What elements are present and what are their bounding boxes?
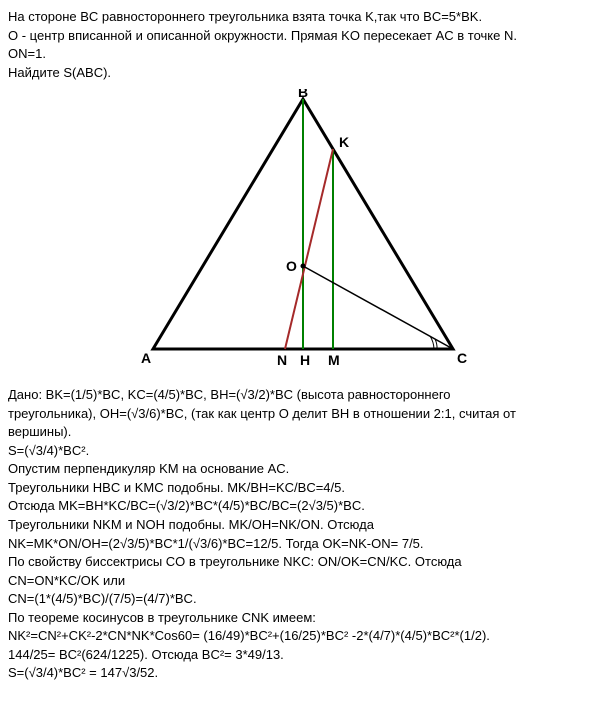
- problem-statement: На стороне BC равностороннего треугольни…: [8, 8, 608, 81]
- label-c: C: [457, 350, 467, 366]
- solution-line-7: Отсюда MK=BH*KC/BC=(√3/2)*BC*(4/5)*BC/BC…: [8, 497, 608, 515]
- label-o: O: [286, 258, 297, 274]
- solution-line-14: NK²=CN²+CK²-2*CN*NK*Cos60= (16/49)*BC²+(…: [8, 627, 608, 645]
- solution-line-5: Опустим перпендикуляр KM на основание AC…: [8, 460, 608, 478]
- problem-line-3: ON=1.: [8, 45, 608, 63]
- label-m: M: [328, 352, 340, 368]
- solution-line-2: треугольника), OH=(√3/6)*BC, (так как це…: [8, 405, 608, 423]
- figure-container: A B C K O N H M: [8, 89, 608, 374]
- solution-line-8: Треугольники NKM и NOH подобны. MK/OH=NK…: [8, 516, 608, 534]
- solution-line-1: Дано: BK=(1/5)*BC, KC=(4/5)*BC, BH=(√3/2…: [8, 386, 608, 404]
- label-b: B: [298, 89, 308, 100]
- problem-line-2: O - центр вписанной и описанной окружнос…: [8, 27, 608, 45]
- solution-text: Дано: BK=(1/5)*BC, KC=(4/5)*BC, BH=(√3/2…: [8, 386, 608, 682]
- solution-line-12: CN=(1*(4/5)*BC)/(7/5)=(4/7)*BC.: [8, 590, 608, 608]
- label-n: N: [277, 352, 287, 368]
- solution-line-3: вершины).: [8, 423, 608, 441]
- label-a: A: [141, 350, 151, 366]
- label-h: H: [300, 352, 310, 368]
- label-k: K: [339, 134, 349, 150]
- problem-line-1: На стороне BC равностороннего треугольни…: [8, 8, 608, 26]
- solution-line-9: NK=MK*ON/OH=(2√3/5)*BC*1/(√3/6)*BC=12/5.…: [8, 535, 608, 553]
- segment-kn: [285, 149, 333, 349]
- solution-line-10: По свойству биссектрисы CO в треугольник…: [8, 553, 608, 571]
- solution-line-6: Треугольники HBC и KMC подобны. MK/BH=KC…: [8, 479, 608, 497]
- solution-line-16: S=(√3/4)*BC² = 147√3/52.: [8, 664, 608, 682]
- point-o: [301, 264, 306, 269]
- solution-line-13: По теореме косинусов в треугольнике CNK …: [8, 609, 608, 627]
- triangle-diagram: A B C K O N H M: [123, 89, 493, 374]
- solution-line-11: CN=ON*KC/OK или: [8, 572, 608, 590]
- solution-line-4: S=(√3/4)*BC².: [8, 442, 608, 460]
- problem-line-4: Найдите S(ABC).: [8, 64, 608, 82]
- solution-line-15: 144/25= BC²(624/1225). Отсюда BC²= 3*49/…: [8, 646, 608, 664]
